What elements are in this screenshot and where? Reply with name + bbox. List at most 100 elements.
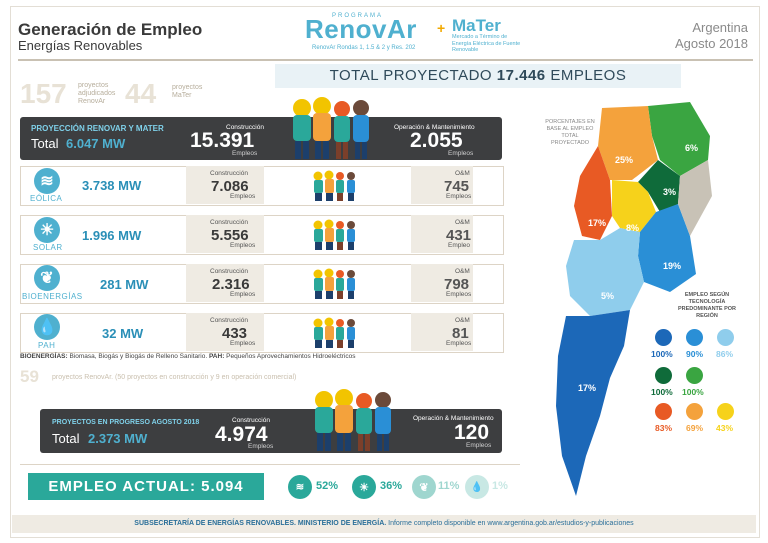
mater-project-count: 44 — [125, 78, 157, 109]
plus-sign: + — [437, 20, 446, 36]
footer-source: SUBSECRETARÍA DE ENERGÍAS RENOVABLES. MI… — [134, 520, 387, 527]
sun-icon — [686, 403, 703, 420]
progress-total-label: Total — [52, 431, 80, 446]
om-cell — [411, 215, 473, 253]
construction-value: 2.316 — [212, 276, 250, 293]
region-pct-label: 17% — [588, 218, 607, 228]
renovar-program-label: PROGRAMA — [332, 13, 384, 19]
om-cell — [411, 264, 473, 302]
wind-icon: ≋ — [288, 475, 312, 499]
legend-pct: 43% — [716, 423, 734, 433]
glossary-note: BIOENERGÍAS: Biomasa, Biogás y Biogás de… — [20, 353, 356, 360]
technology-name: SOLAR — [33, 243, 63, 252]
map-region-nea — [648, 102, 710, 176]
sun-icon — [655, 403, 672, 420]
water-drop-icon: 💧 — [34, 314, 60, 340]
region-pct-label: 8% — [626, 223, 640, 233]
construction-unit: Empleos — [230, 242, 256, 249]
om-label: O&M — [455, 317, 470, 324]
om-unit: Empleos — [446, 340, 472, 347]
map-region-cuyo — [574, 146, 612, 240]
footer-bar — [12, 515, 756, 533]
sun-icon — [717, 403, 734, 420]
legend-pct: 90% — [686, 349, 704, 359]
current-pah-pct: 1% — [492, 480, 508, 492]
projection-label: PROYECCIÓN RENOVAR Y MATER — [31, 124, 164, 133]
workers-illustration-small — [313, 317, 355, 348]
leaf-icon: ❦ — [412, 475, 436, 499]
renovar-project-text: proyectos adjudicados RenovAr — [78, 82, 116, 105]
construction-value: 433 — [222, 325, 248, 342]
map-region-centro — [612, 180, 656, 232]
projection-total-value: 6.047 MW — [66, 136, 126, 151]
projection-construction-label: Construcción — [226, 124, 264, 131]
page-title: Generación de Empleo — [18, 20, 203, 39]
projection-om-label: Operación & Mantenimiento — [394, 124, 475, 131]
technology-name: PAH — [38, 341, 56, 350]
map-note: PORCENTAJES EN BASE AL EMPLEO TOTAL PROY… — [545, 119, 595, 146]
om-value: 431 — [446, 227, 472, 244]
construction-label: Construcción — [210, 317, 248, 324]
glossary-bio-label: BIOENERGÍAS: — [20, 353, 68, 360]
header-divider — [18, 59, 753, 61]
map-region-noa — [598, 106, 658, 180]
sun-icon: ☀ — [352, 475, 376, 499]
water-drop-icon: 💧 — [465, 475, 489, 499]
current-employment-badge: EMPLEO ACTUAL: 5.094 — [28, 473, 264, 500]
region-pct-label: 25% — [615, 155, 634, 165]
projection-construction-unit: Empleos — [232, 150, 258, 157]
projection-om-value: 2.055 — [410, 129, 463, 152]
worker-figure — [293, 99, 311, 159]
sun-icon: ☀ — [34, 217, 60, 243]
mater-logo-subtitle: Mercado a Término de Energía Eléctrica d… — [452, 34, 521, 53]
progress-project-text: proyectos RenovAr. (50 proyectos en cons… — [52, 374, 297, 381]
technology-mw: 3.738 MW — [82, 178, 142, 193]
map-region-centro-norte — [638, 160, 680, 212]
wind-icon: ≋ — [34, 168, 60, 194]
renovar-project-count: 157 — [20, 78, 67, 109]
region-pct-label: 17% — [578, 383, 597, 393]
total-projected-value: 17.446 — [496, 67, 546, 84]
progress-project-count: 59 — [20, 367, 39, 386]
country-label: Argentina — [692, 20, 748, 35]
current-solar-pct: 36% — [380, 480, 403, 492]
progress-construction-value: 4.974 — [215, 423, 268, 446]
legend-pct: 100% — [651, 387, 673, 397]
legend-pct: 69% — [686, 423, 704, 433]
om-unit: Empleos — [446, 291, 472, 298]
legend-pct: 86% — [716, 349, 734, 359]
total-projected-banner: TOTAL PROYECTADO 17.446 EMPLEOS — [275, 64, 681, 88]
construction-label: Construcción — [210, 268, 248, 275]
map-region-comahue — [566, 228, 644, 316]
om-value: 798 — [444, 276, 470, 293]
legend-pct: 100% — [651, 349, 673, 359]
total-projected-label: TOTAL PROYECTADO — [329, 67, 493, 84]
workers-illustration-small — [313, 268, 355, 299]
region-pct-label: 5% — [601, 291, 615, 301]
wind-icon — [717, 329, 734, 346]
glossary-bio-text: Biomasa, Biogás y Biogás de Relleno Sani… — [67, 353, 209, 360]
footer-text: SUBSECRETARÍA DE ENERGÍAS RENOVABLES. MI… — [12, 520, 756, 527]
om-label: O&M — [455, 268, 470, 275]
workers-illustration — [315, 389, 391, 451]
map-region-patagonia — [556, 310, 630, 496]
workers-illustration-small — [313, 170, 355, 201]
region-pct-label: 6% — [685, 143, 699, 153]
worker-figure — [334, 101, 350, 159]
current-bio-pct: 11% — [438, 480, 460, 492]
construction-cell — [186, 264, 264, 302]
region-pct-label: 3% — [663, 187, 677, 197]
projection-total-label: Total — [31, 136, 59, 151]
region-pct-label: 19% — [663, 261, 682, 271]
construction-unit: Empleos — [230, 291, 256, 298]
projection-construction-value: 15.391 — [190, 129, 255, 152]
mater-project-text: proyectos MaTer — [172, 84, 203, 99]
renovar-logo-subtitle: RenovAr Rondas 1, 1.5 & 2 y Res. 202 — [312, 45, 416, 51]
om-cell — [411, 166, 473, 204]
leaf-icon — [686, 367, 703, 384]
footer-link-text[interactable]: Informe completo disponible en www.argen… — [386, 520, 634, 527]
om-cell — [411, 313, 473, 351]
workers-illustration-small — [313, 219, 355, 250]
om-value: 81 — [452, 325, 469, 342]
om-unit: Empleo — [448, 242, 471, 249]
